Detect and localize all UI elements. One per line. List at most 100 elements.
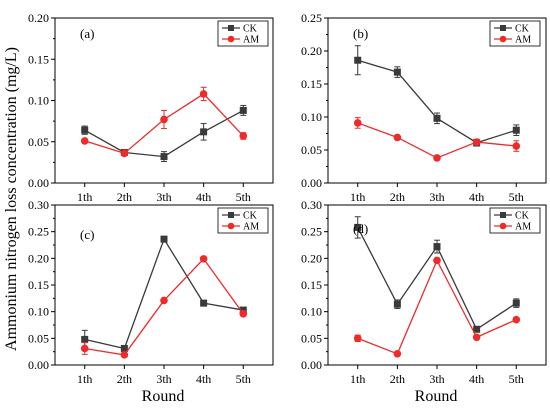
data-point (81, 335, 89, 343)
data-point (160, 235, 168, 243)
x-tick-label: 1th (350, 372, 365, 386)
data-point (393, 300, 401, 308)
legend-box (489, 20, 541, 47)
legend-label: AM (243, 35, 259, 46)
series-line (357, 122, 517, 159)
y-tick-label: 0.05 (28, 135, 49, 149)
y-tick-label: 0.25 (28, 225, 49, 239)
series-AM (353, 117, 521, 162)
legend-label: CK (515, 24, 530, 35)
data-point (160, 296, 168, 305)
y-tick-label: 0.20 (301, 251, 322, 265)
series-CK (81, 235, 247, 352)
y-tick-label: 0.05 (28, 331, 49, 345)
series-AM (80, 255, 248, 359)
x-tick-label: 2th (117, 190, 132, 204)
y-tick-label: 0.25 (301, 11, 322, 25)
data-point (239, 132, 248, 140)
data-point (80, 344, 89, 353)
panel-2: 0.00 0.05 0.10 0.15 0.20 0.25 1th 2th 3th 4th 5th C… (301, 11, 547, 204)
panel-label: (b) (353, 26, 368, 41)
legend-marker (500, 25, 506, 31)
legend-marker (500, 212, 506, 218)
series-AM (353, 256, 521, 358)
y-tick-label: 0.00 (28, 358, 49, 372)
y-tick-label: 0.25 (301, 225, 322, 239)
x-tick-label: 1th (350, 190, 365, 204)
x-tick-label: 1th (77, 190, 92, 204)
y-tick-label: 0.10 (301, 110, 322, 124)
x-axis-title-left: Round (142, 388, 185, 405)
data-point (393, 350, 402, 358)
legend-label: CK (515, 211, 530, 222)
data-point (239, 310, 248, 318)
legend-label: AM (515, 222, 531, 233)
data-point (433, 243, 441, 251)
y-tick-label: 0.05 (301, 331, 322, 345)
x-tick-label: 4th (196, 372, 211, 386)
data-point (353, 334, 362, 343)
data-point (472, 333, 481, 342)
y-tick-label: 0.15 (28, 278, 49, 292)
data-point (472, 138, 481, 146)
legend-box (489, 207, 541, 234)
data-point (393, 133, 402, 142)
series-line (357, 59, 517, 144)
data-point (200, 128, 208, 136)
y-tick-label: 0.05 (301, 143, 322, 157)
legend-box (217, 20, 269, 47)
y-tick-label: 0.10 (28, 305, 49, 319)
y-tick-label: 0.00 (28, 176, 49, 190)
x-tick-label: 5th (509, 190, 524, 204)
legend-label: CK (243, 24, 258, 35)
data-point (199, 255, 208, 263)
data-point (239, 106, 247, 114)
panel-4: 0.00 0.05 0.10 0.15 0.20 0.25 0.30 1th 2th 3th 4th… (301, 198, 547, 386)
x-tick-label: 3th (429, 372, 444, 386)
y-tick-label: 0.20 (28, 11, 49, 25)
data-point (393, 68, 401, 76)
x-tick-label: 1th (77, 372, 92, 386)
data-point (512, 142, 521, 150)
data-point (80, 137, 89, 145)
y-tick-label: 0.15 (28, 52, 49, 66)
series-line (84, 257, 244, 356)
x-tick-label: 5th (236, 372, 251, 386)
legend-marker (228, 212, 234, 218)
data-point (512, 126, 520, 134)
data-point (160, 115, 168, 124)
x-tick-label: 5th (236, 190, 251, 204)
panel-label: (a) (80, 26, 94, 41)
data-point (120, 344, 128, 352)
legend-marker (499, 222, 507, 230)
data-point (120, 149, 129, 158)
data-point (433, 256, 441, 265)
legend-label: AM (515, 35, 531, 46)
x-tick-label: 5th (509, 372, 524, 386)
data-point (81, 126, 89, 134)
series-line (84, 237, 244, 350)
data-point (200, 299, 208, 307)
series-AM (80, 86, 248, 158)
y-tick-label: 0.30 (301, 198, 322, 212)
legend-marker (227, 35, 235, 43)
data-point (354, 56, 362, 64)
y-tick-label: 0.20 (301, 44, 322, 58)
y-tick-label: 0.30 (28, 198, 49, 212)
y-tick-label: 0.20 (28, 251, 49, 265)
data-point (160, 153, 168, 161)
data-point (120, 351, 129, 359)
y-tick-label: 0.10 (28, 94, 49, 108)
legend-box (217, 207, 269, 234)
data-point (512, 299, 520, 307)
x-tick-label: 2th (390, 372, 405, 386)
legend-marker (499, 35, 507, 43)
data-point (433, 154, 441, 162)
y-tick-label: 0.10 (301, 305, 322, 319)
legend-label: AM (243, 222, 259, 233)
